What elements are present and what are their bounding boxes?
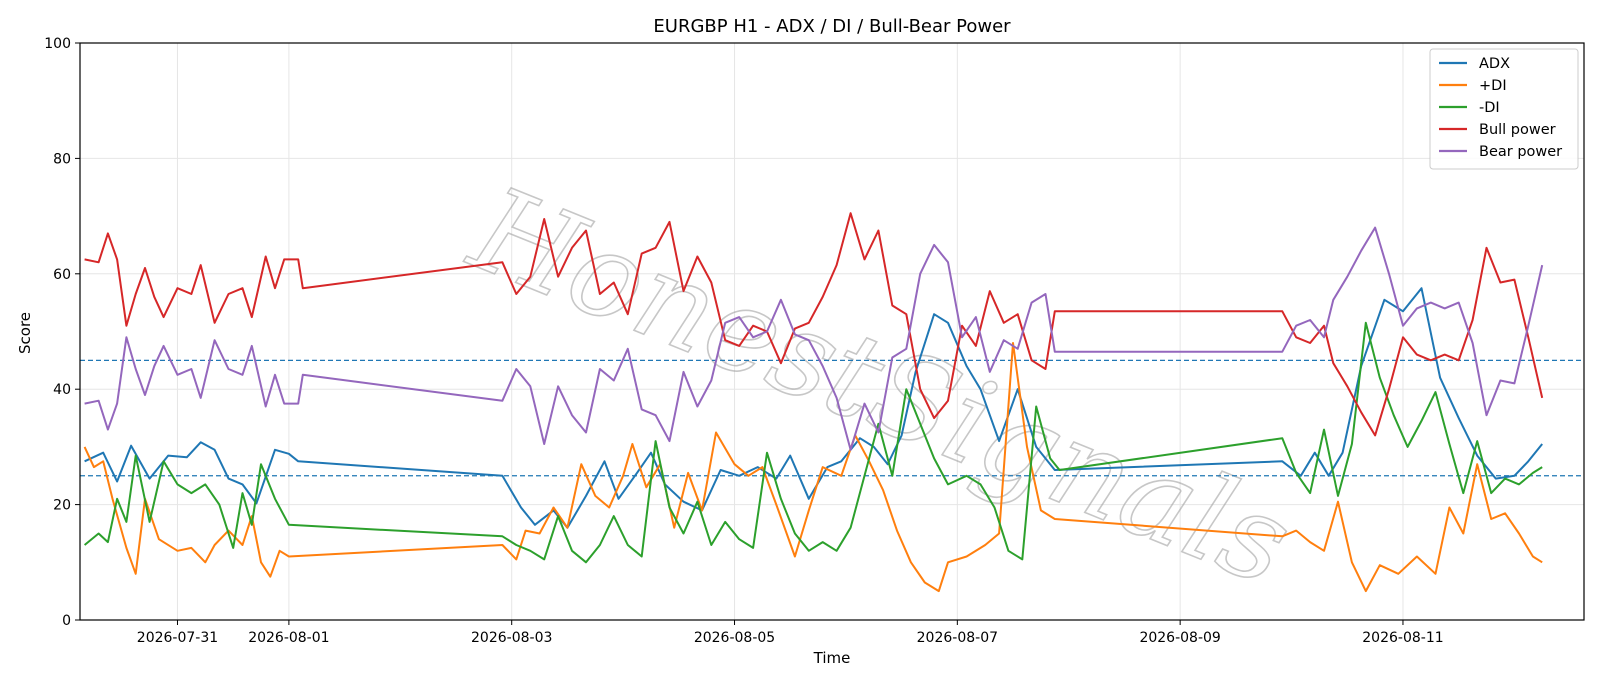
reference-lines <box>80 359 1584 477</box>
legend-entry: Bull power <box>1479 122 1556 138</box>
x-tick-label: 2026-08-05 <box>694 630 775 646</box>
legend-box <box>1429 48 1579 170</box>
plot-frame <box>79 42 1585 621</box>
legend-entry: +DI <box>1479 78 1507 94</box>
x-tick-label: 2026-08-07 <box>917 630 998 646</box>
series-minus-di-line <box>83 321 1543 564</box>
series-plus-di-line <box>83 342 1543 593</box>
y-tick-label: 100 <box>44 36 71 52</box>
x-tick-label: 2026-08-11 <box>1362 630 1443 646</box>
x-axis-ticks: 2026-07-31 2026-08-01 2026-08-03 2026-08-05… <box>137 620 1444 646</box>
y-axis-ticks: 0 20 40 60 80 100 <box>44 36 80 629</box>
y-axis-label: Score <box>16 312 34 354</box>
legend-entry: -DI <box>1479 100 1500 116</box>
series-bear-power-line <box>84 226 1544 451</box>
series-bull-power-line <box>84 212 1544 437</box>
chart-title: EURGBP H1 - ADX / DI / Bull-Bear Power <box>653 16 1011 37</box>
x-tick-label: 2026-07-31 <box>137 630 218 646</box>
legend-entry: Bear power <box>1479 144 1562 160</box>
legend: ADX +DI -DI Bull power Bear power <box>1429 48 1579 170</box>
y-tick-label: 60 <box>53 267 71 283</box>
y-tick-label: 0 <box>62 613 71 629</box>
series-lines <box>83 212 1544 593</box>
x-tick-label: 2026-08-01 <box>248 630 329 646</box>
y-tick-label: 20 <box>53 498 71 514</box>
x-tick-label: 2026-08-03 <box>471 630 552 646</box>
series-adx-line <box>84 287 1543 529</box>
x-tick-label: 2026-08-09 <box>1139 630 1220 646</box>
legend-entry: ADX <box>1479 56 1510 72</box>
x-axis-label: Time <box>813 649 851 667</box>
y-tick-label: 80 <box>53 151 71 167</box>
y-tick-label: 40 <box>53 382 71 398</box>
